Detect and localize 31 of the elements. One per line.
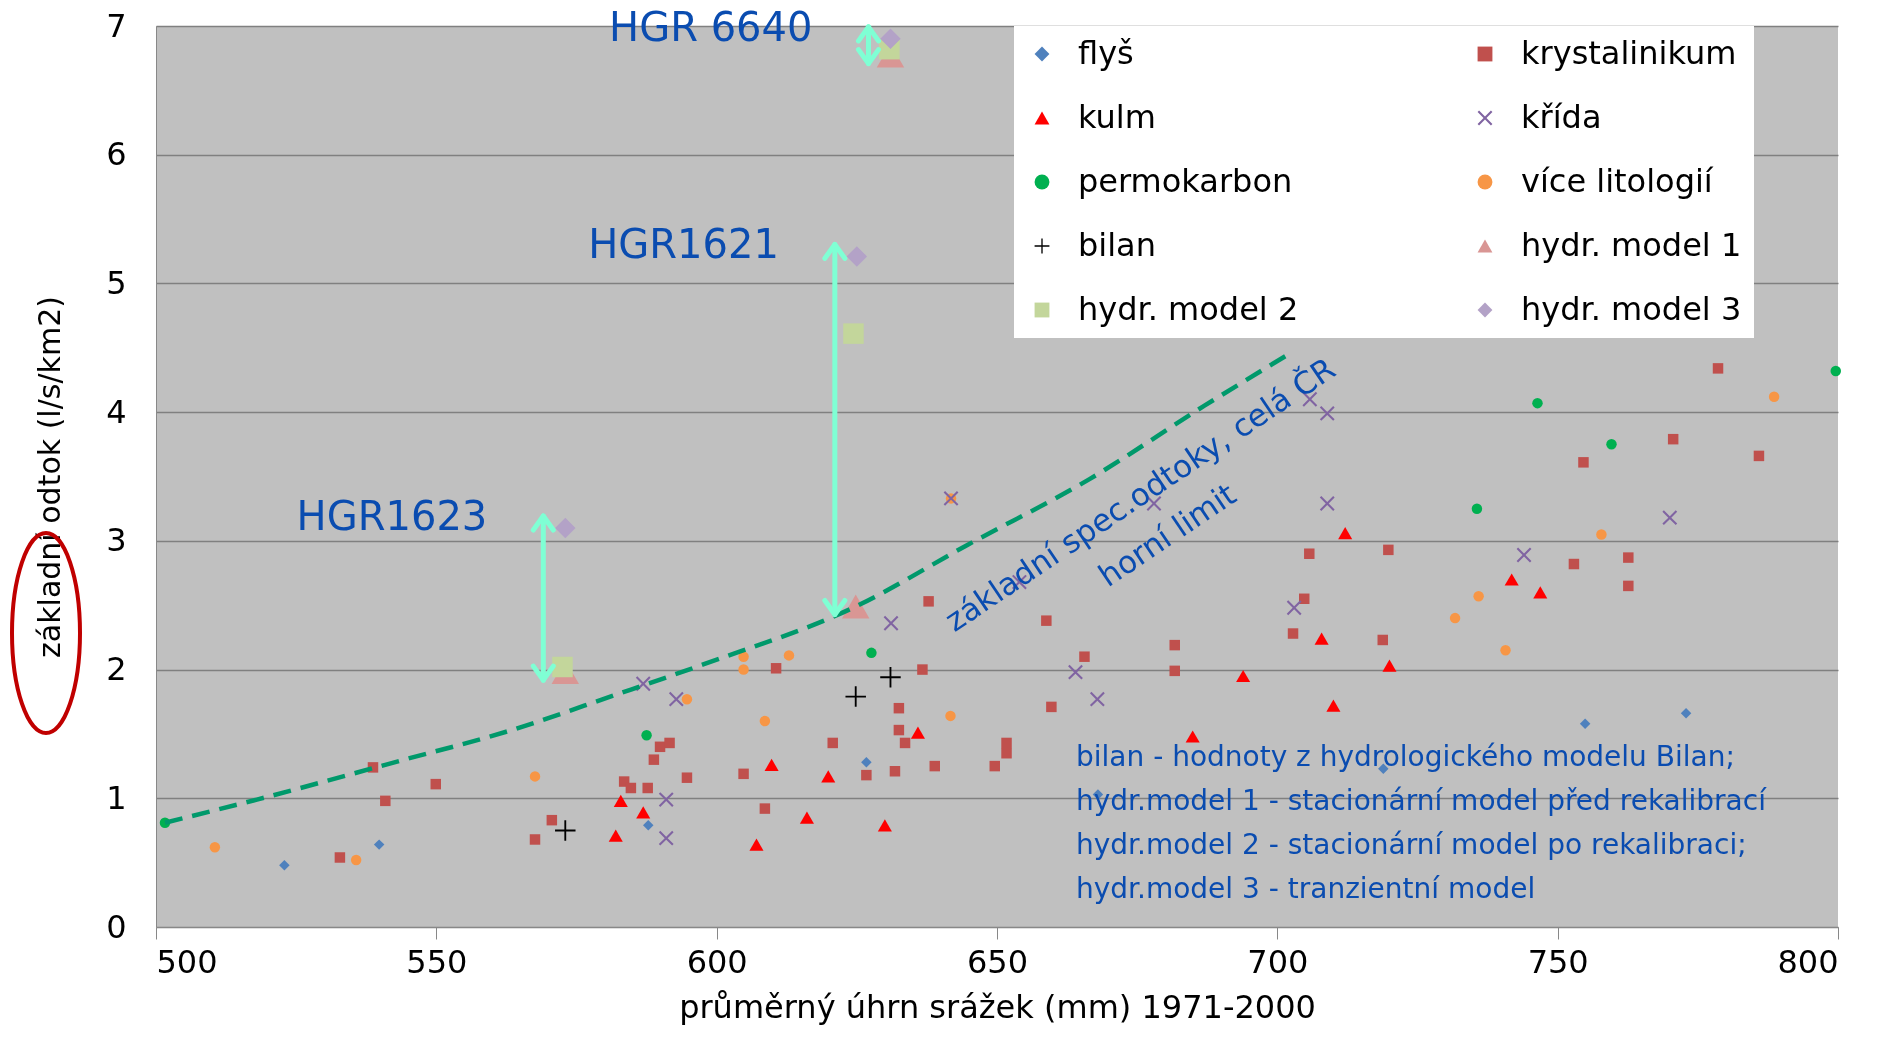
y-tick-label: 7 — [106, 6, 127, 45]
x-tick-label: 750 — [1527, 942, 1589, 981]
x-tick-label: 700 — [1247, 942, 1309, 981]
y-tick-label: 0 — [106, 907, 127, 946]
y-tick-label: 5 — [106, 263, 127, 302]
y-tick-label: 1 — [106, 778, 127, 817]
x-tick-label: 600 — [686, 942, 748, 981]
y-axis-title: základní odtok (l/s/km2) — [32, 296, 68, 658]
x-axis-title: průměrný úhrn srážek (mm) 1971-2000 — [679, 987, 1316, 1026]
legend-label: krystalinikum — [1521, 34, 1737, 72]
y-tick-label: 6 — [106, 135, 127, 174]
legend-label: hydr. model 3 — [1521, 290, 1742, 328]
legend-label: křída — [1521, 98, 1602, 136]
y-tick-label: 3 — [106, 521, 127, 560]
y-tick-label: 2 — [106, 650, 127, 689]
legend-label: hydr. model 2 — [1078, 290, 1299, 328]
annotation: HGR 6640 — [609, 3, 813, 50]
legend-label: hydr. model 1 — [1521, 226, 1742, 264]
x-tick-label: 500 — [156, 942, 218, 981]
annotation: HGR1621 — [588, 221, 779, 268]
x-tick-label: 650 — [966, 942, 1029, 981]
legend-label: kulm — [1078, 98, 1156, 136]
annotation: bilan - hodnoty z hydrologického modelu Bilan; hydr.model 1 - stacionární model před rekalibrací hydr.model 2 - stacionární model po rekalibraci; hydr.model 3 - tranzientní model — [1076, 740, 1768, 905]
annotation: HGR1623 — [296, 492, 488, 539]
y-tick-label: 4 — [106, 392, 127, 431]
x-tick-label: 800 — [1777, 942, 1839, 981]
x-tick-label: 550 — [406, 942, 468, 981]
legend-label: bilan — [1078, 226, 1156, 264]
legend-label: flyš — [1078, 34, 1134, 72]
legend-label: více litologií — [1521, 162, 1714, 200]
legend-label: permokarbon — [1078, 162, 1293, 200]
